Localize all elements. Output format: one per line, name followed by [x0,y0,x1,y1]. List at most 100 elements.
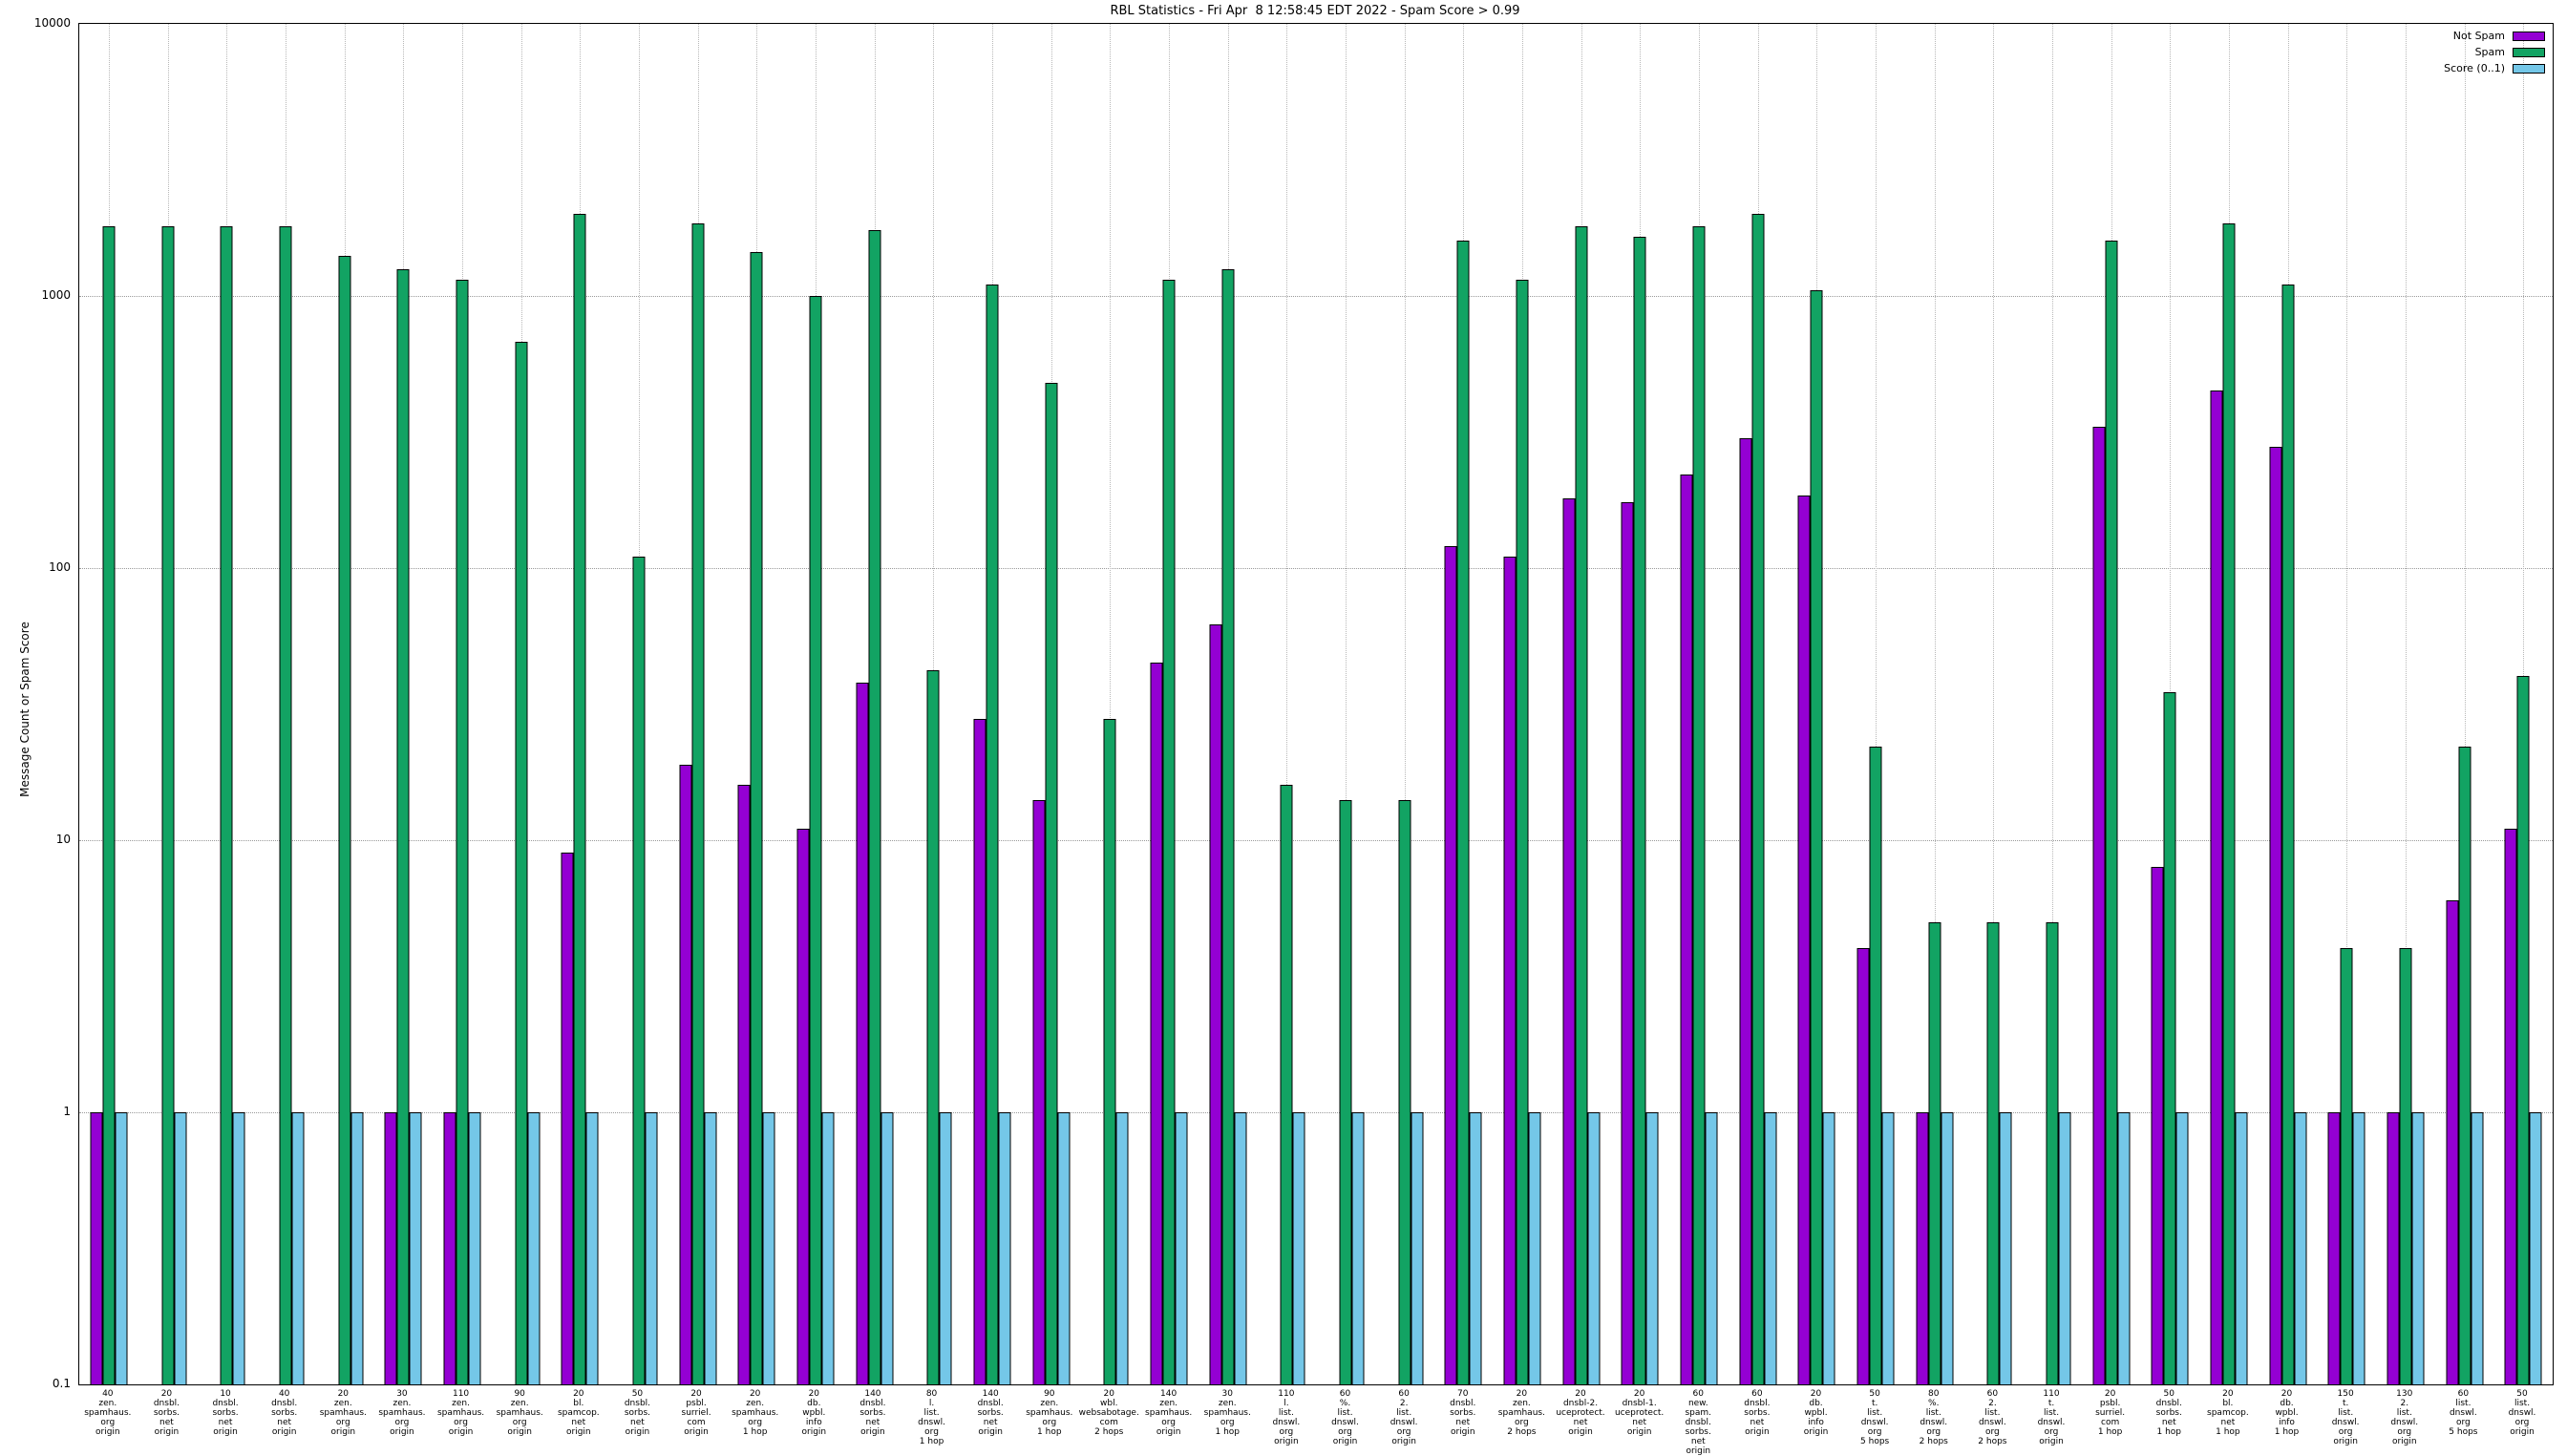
spam-bar [279,226,292,1384]
y-tick-label: 1000 [41,288,71,302]
vertical-gridline [1286,24,1288,1384]
legend-swatch [2513,47,2545,57]
bar-cluster [679,222,717,1384]
bar-group [2141,24,2200,1384]
not-spam-bar [1150,662,1163,1384]
not-spam-bar [2327,1112,2341,1384]
vertical-gridline [2406,24,2408,1384]
bar-group [2023,24,2082,1384]
bar-cluster [208,226,245,1384]
bar-group [2199,24,2259,1384]
x-tick-label: 20 bl. spamcop. net 1 hop [2207,1389,2249,1437]
legend-item: Score (0..1) [2444,62,2545,74]
score-bar [998,1112,1011,1384]
not-spam-bar [1797,495,1811,1384]
bar-cluster [90,226,128,1384]
spam-bar [2340,948,2353,1384]
score-bar [291,1112,305,1384]
vertical-gridline [1345,24,1347,1384]
spam-bar [1280,784,1293,1384]
spam-bar [2281,285,2295,1384]
spam-bar [1810,290,1823,1384]
spam-bar [1633,237,1646,1384]
spam-bar [102,226,116,1384]
bar-cluster [2387,948,2425,1384]
not-spam-bar [856,682,869,1384]
not-spam-bar [1209,624,1222,1384]
x-tick-label: 40 dnsbl. sorbs. net origin [271,1389,298,1437]
bar-group [492,24,551,1384]
bar-cluster [1739,214,1777,1384]
score-bar [2471,1112,2484,1384]
spam-bar [868,229,881,1384]
spam-bar [1516,279,1529,1384]
vertical-gridline [1993,24,1995,1384]
score-bar [1351,1112,1365,1384]
spam-bar [809,296,822,1384]
bar-group [2259,24,2318,1384]
gridline [79,568,2553,569]
not-spam-bar [1680,475,1693,1384]
x-tick-label: 20 psbl. surriel. com 1 hop [2095,1389,2126,1437]
bar-group [1964,24,2024,1384]
x-tick-label: 10 dnsbl. sorbs. net origin [212,1389,239,1437]
spam-bar [1339,800,1352,1384]
x-tick-label: 110 t. list. dnswl. org origin [2037,1389,2066,1446]
gridline [79,1112,2553,1113]
spam-bar [2105,240,2118,1384]
not-spam-bar [679,764,692,1384]
bar-group [786,24,845,1384]
spam-bar [1398,800,1411,1384]
bar-cluster [915,670,952,1384]
score-bar [880,1112,894,1384]
spam-bar [1456,240,1470,1384]
score-bar [527,1112,541,1384]
legend-label: Not Spam [2452,30,2505,42]
bar-group [138,24,198,1384]
bar-cluster [1444,240,1482,1384]
y-tick-label: 10000 [33,16,71,30]
legend-item: Spam [2444,46,2545,58]
spam-bar [926,670,940,1384]
x-tick-label: 70 dnsbl. sorbs. net origin [1450,1389,1476,1437]
x-tick-label: 20 zen. spamhaus. org 1 hop [732,1389,779,1437]
x-tick-label: 150 t. list. dnswl. org origin [2331,1389,2360,1446]
not-spam-bar [2092,427,2106,1384]
bar-cluster [561,214,599,1384]
x-tick-label: 20 bl. spamcop. net origin [557,1389,600,1437]
score-bar [2058,1112,2071,1384]
bar-group [1552,24,1611,1384]
bar-cluster [1797,290,1835,1384]
score-bar [585,1112,599,1384]
bar-cluster [2210,222,2248,1384]
bar-cluster [1326,800,1365,1384]
bar-group [1080,24,1139,1384]
bar-group [727,24,786,1384]
not-spam-bar [2210,390,2223,1384]
bar-group [79,24,138,1384]
bar-cluster [1092,718,1129,1384]
x-tick-label: 20 zen. spamhaus. org origin [319,1389,367,1437]
not-spam-bar [2446,900,2459,1384]
score-bar [1411,1112,1424,1384]
not-spam-bar [1739,438,1752,1384]
x-tick-label: 130 2. list. dnswl. org origin [2390,1389,2419,1446]
score-bar [1587,1112,1601,1384]
score-bar [1292,1112,1305,1384]
score-bar [821,1112,835,1384]
bar-cluster [1503,279,1541,1384]
bar-cluster [1856,747,1895,1384]
score-bar [645,1112,658,1384]
score-bar [350,1112,364,1384]
bar-cluster [1150,279,1188,1384]
score-bar [2411,1112,2425,1384]
bar-cluster [1032,382,1071,1384]
x-tick-label: 20 db. wpbl. info origin [1803,1389,1829,1437]
spam-bar [1045,382,1058,1384]
score-bar [468,1112,481,1384]
spam-bar [1751,214,1765,1384]
legend: Not Spam Spam Score (0..1) [2444,30,2545,78]
bar-group [2376,24,2435,1384]
x-tick-label: 90 zen. spamhaus. org 1 hop [1026,1389,1073,1437]
score-bar [1645,1112,1659,1384]
